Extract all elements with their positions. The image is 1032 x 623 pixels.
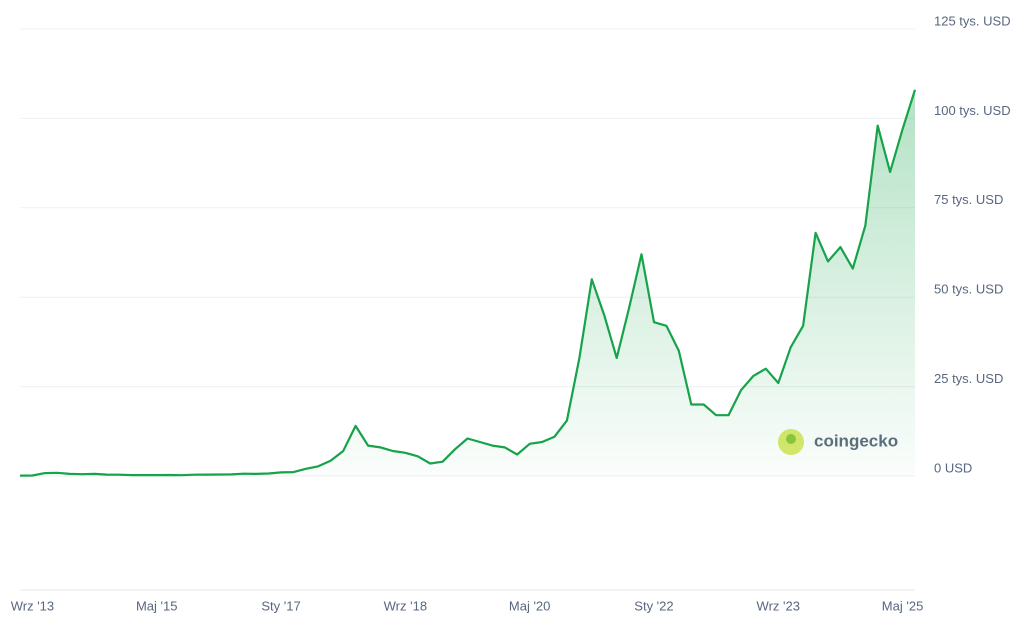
- x-tick-label: Maj '25: [882, 598, 924, 613]
- x-tick-label: Maj '20: [509, 598, 551, 613]
- x-tick-label: Sty '22: [634, 598, 673, 613]
- y-tick-label: 0 USD: [934, 460, 972, 475]
- x-tick-label: Maj '15: [136, 598, 178, 613]
- y-tick-label: 125 tys. USD: [934, 13, 1011, 28]
- price-line: [19, 89, 917, 477]
- area: [20, 89, 915, 477]
- x-tick-label: Sty '17: [261, 598, 300, 613]
- x-tick-label: Wrz '23: [757, 598, 800, 613]
- y-tick-label: 25 tys. USD: [934, 371, 1003, 386]
- y-tick-label: 50 tys. USD: [934, 282, 1003, 297]
- y-tick-label: 100 tys. USD: [934, 103, 1011, 118]
- y-tick-label: 75 tys. USD: [934, 192, 1003, 207]
- x-tick-label: Wrz '13: [11, 598, 54, 613]
- x-tick-label: Wrz '18: [384, 598, 427, 613]
